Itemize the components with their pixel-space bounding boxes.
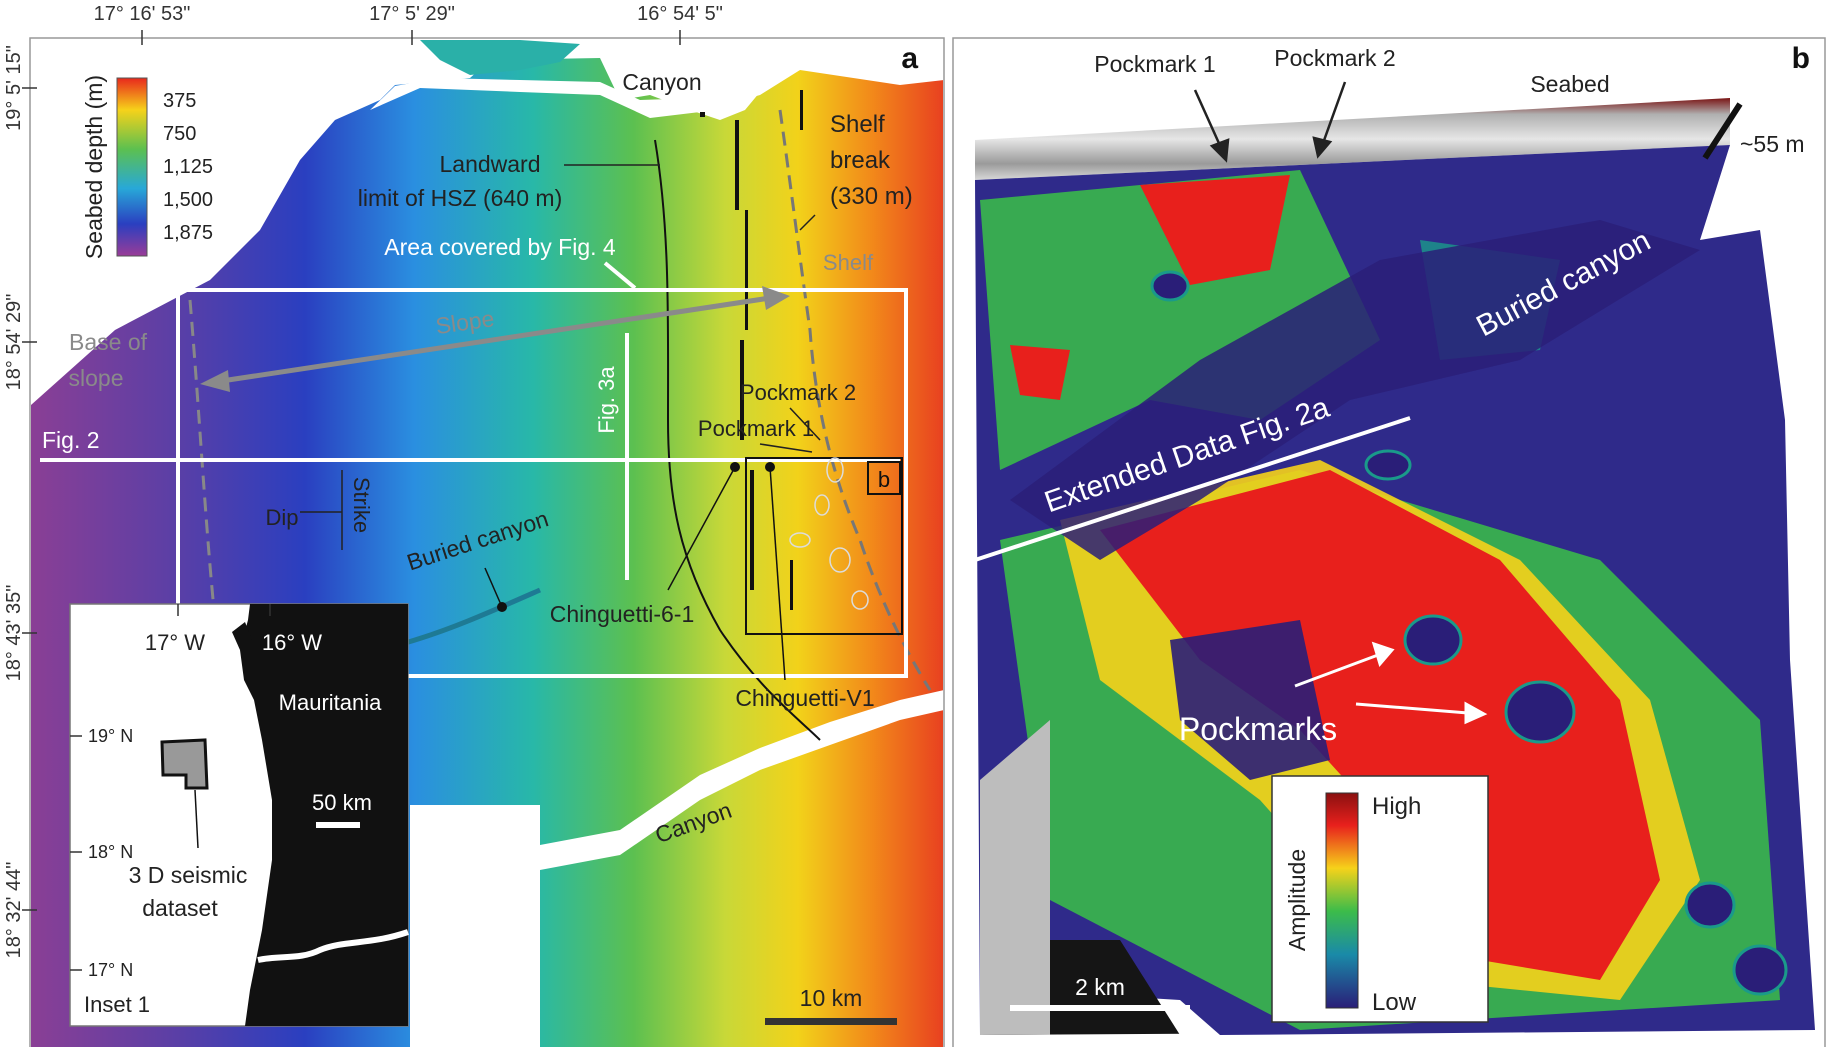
side-tick-4: 18° 32' 44"	[3, 862, 25, 959]
coast-blob	[420, 40, 580, 75]
depth-label-1875: 1,875	[163, 222, 213, 244]
label-shelf: Shelf	[823, 250, 874, 275]
label-canyon-north: Canyon	[622, 69, 701, 95]
inset-1: 17° W 16° W 19° N 18° N 17° N Mauritania…	[69, 603, 409, 1027]
depth-label-1125: 1,125	[163, 156, 213, 178]
amplitude-low: Low	[1372, 989, 1417, 1016]
label-shelf-break-3: (330 m)	[830, 183, 913, 210]
label-shelf-break-1: Shelf	[830, 111, 885, 138]
inset-lon-2: 16° W	[262, 630, 322, 655]
label-fig3a: Fig. 3a	[594, 366, 619, 434]
amplitude-legend: Amplitude High Low	[1271, 775, 1489, 1023]
canyon-south-gap	[540, 690, 943, 870]
extended-data-line	[974, 416, 1411, 562]
label-pockmark-2-b: Pockmark 2	[1274, 45, 1395, 71]
scale-bar-a	[765, 1018, 897, 1025]
label-dip: Dip	[265, 505, 298, 530]
top-tick-3: 16° 54' 5"	[637, 3, 723, 25]
scale-bar-b	[1010, 1005, 1190, 1011]
inset-dataset-polygon	[160, 738, 209, 790]
hsz-limit-line	[654, 139, 821, 741]
inset-dataset-1: 3 D seismic	[129, 862, 248, 888]
label-scale-a: 10 km	[800, 985, 863, 1011]
label-chinguetti-v1: Chinguetti-V1	[735, 685, 874, 711]
inset-scale-label: 50 km	[312, 790, 372, 815]
label-hsz-1: Landward	[439, 151, 540, 177]
inset-land	[240, 604, 408, 1026]
inset-lat-2: 18° N	[88, 842, 133, 862]
label-fig2: Fig. 2	[42, 427, 100, 453]
box-b	[745, 457, 903, 635]
label-chinguetti-6-1: Chinguetti-6-1	[550, 601, 694, 627]
side-tick-3: 18° 43' 35"	[3, 585, 25, 682]
label-pockmark-2-a: Pockmark 2	[740, 380, 856, 405]
seismic-section	[975, 98, 1730, 180]
side-tick-2: 18° 54' 29"	[3, 294, 25, 391]
top-tick-1: 17° 16' 53"	[94, 3, 191, 25]
top-tick-2: 17° 5' 29"	[369, 3, 455, 25]
amplitude-colorbar	[1325, 792, 1359, 1009]
label-hsz-2: limit of HSZ (640 m)	[358, 185, 562, 211]
inset-country: Mauritania	[279, 690, 382, 715]
panel-b: b Pockmark 1 Pockmark 2 Seabed ~55 m Bur…	[952, 37, 1826, 1047]
amplitude-high: High	[1372, 793, 1421, 820]
inset-lon-1: 17° W	[145, 630, 205, 655]
fig4-area-box	[176, 288, 908, 678]
depth-colorbar	[116, 77, 148, 257]
depth-label-375: 375	[163, 90, 196, 112]
amplitude-title: Amplitude	[1284, 849, 1310, 951]
inset-title: Inset 1	[84, 992, 150, 1017]
amplitude-patches	[980, 170, 1780, 1035]
depth-bar	[1702, 102, 1743, 160]
label-base-1: Base of	[69, 329, 148, 355]
pockmark-outlines	[789, 457, 869, 610]
inset-river	[257, 929, 409, 963]
inset-lat-1: 19° N	[88, 726, 133, 746]
shelf-break-line	[778, 109, 932, 691]
depth-label-750: 750	[163, 123, 196, 145]
label-depth: ~55 m	[1740, 131, 1805, 157]
dip-strike-symbol	[300, 470, 343, 550]
label-seabed: Seabed	[1530, 71, 1609, 97]
slope-arrow	[200, 286, 790, 392]
canyon-north-gap	[370, 62, 800, 118]
label-box-b: b	[878, 467, 890, 492]
seabed-features	[700, 90, 803, 610]
base-of-slope-line	[188, 299, 237, 707]
depth-label-1500: 1,500	[163, 189, 213, 211]
panel-b-letter: b	[1792, 42, 1810, 75]
pockmarks-arrows	[1294, 641, 1488, 725]
panel-a: 17° 16' 53" 17° 5' 29" 16° 54' 5" 19° 5'…	[3, 3, 945, 1047]
inset-scale-bar	[316, 822, 360, 828]
label-base-2: slope	[69, 365, 124, 391]
pockmarks-cluster	[1150, 270, 1788, 996]
label-pockmark-1-a: Pockmark 1	[698, 416, 814, 441]
buried-canyon-trace	[404, 587, 542, 646]
label-pockmark-1-b: Pockmark 1	[1094, 51, 1215, 77]
pockmark-arrows-b	[1193, 81, 1347, 163]
side-tick-1: 19° 5' 15"	[3, 45, 25, 131]
inset-dataset-2: dataset	[142, 895, 218, 921]
depth-colorbar-title: Seabed depth (m)	[81, 75, 107, 259]
label-scale-b: 2 km	[1075, 974, 1125, 1000]
label-area-fig4: Area covered by Fig. 4	[384, 234, 616, 260]
inset-lat-3: 17° N	[88, 960, 133, 980]
label-pockmarks: Pockmarks	[1179, 711, 1337, 747]
label-strike: Strike	[349, 477, 374, 533]
label-shelf-break-2: break	[830, 147, 891, 174]
panel-a-letter: a	[901, 42, 918, 75]
